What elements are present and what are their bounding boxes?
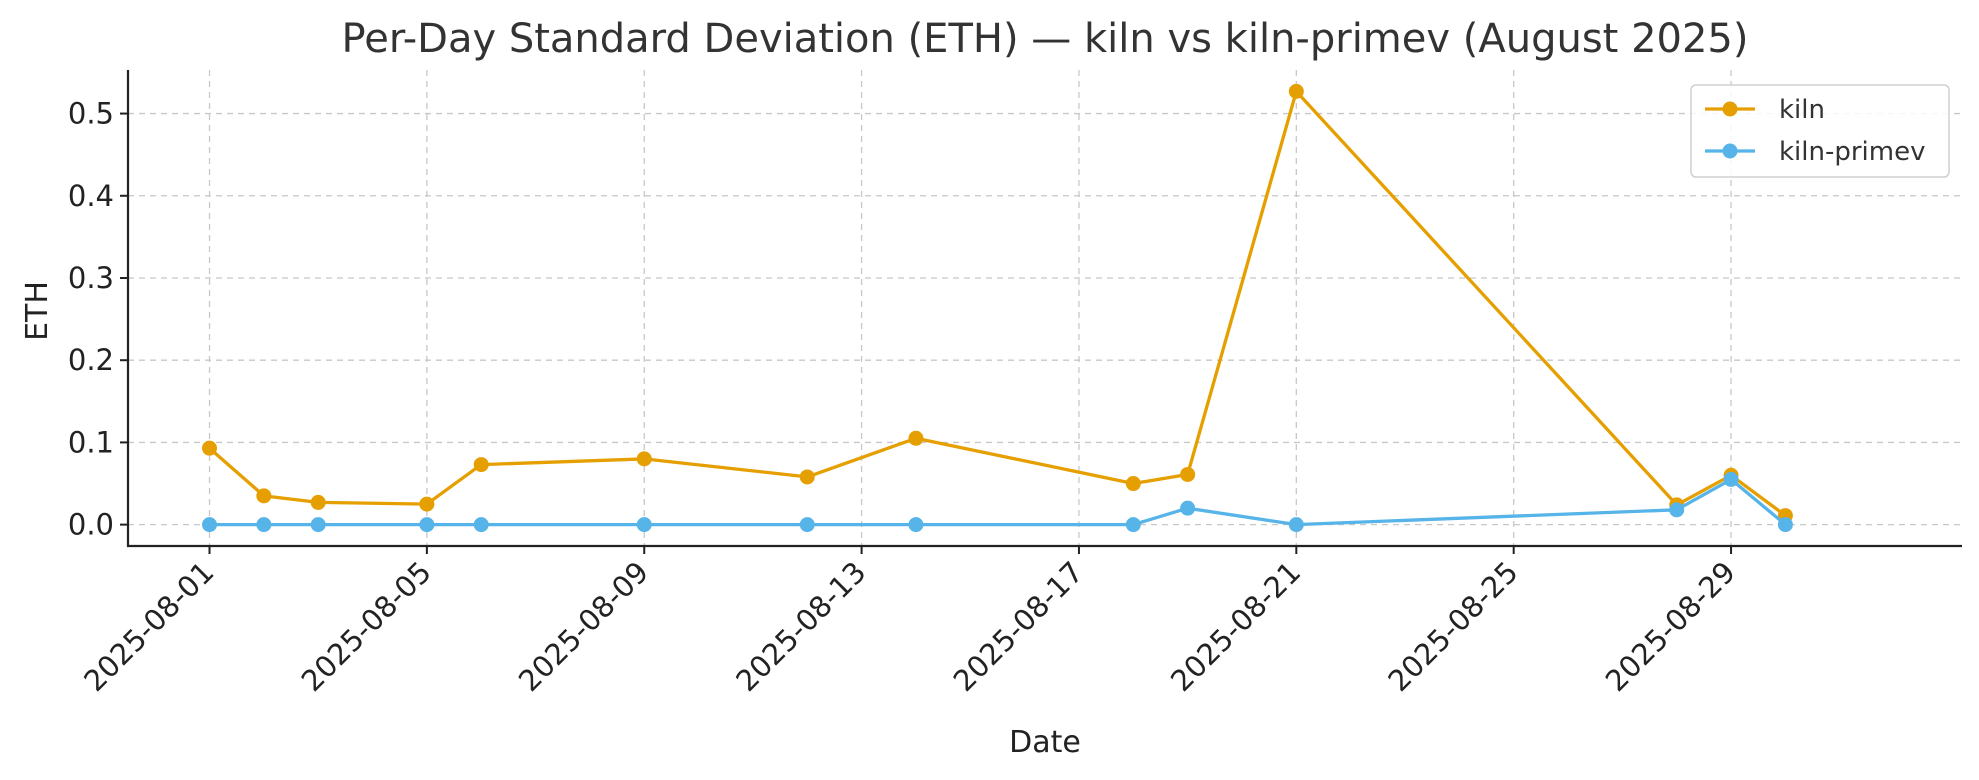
data-point-kiln-primev	[908, 517, 924, 533]
legend-label-kiln: kiln	[1779, 95, 1825, 125]
data-point-kiln-primev	[636, 517, 652, 533]
y-tick-label: 0.5	[68, 97, 114, 131]
data-point-kiln	[1180, 466, 1196, 482]
y-tick-label: 0.1	[68, 425, 114, 459]
data-point-kiln-primev	[1288, 517, 1304, 533]
y-tick-label: 0.0	[68, 508, 114, 542]
data-point-kiln	[419, 496, 435, 512]
legend-box	[1690, 84, 1950, 178]
x-tick-label: 2025-08-29	[1599, 555, 1742, 698]
x-tick-label: 2025-08-05	[295, 555, 438, 698]
x-tick-label: 2025-08-17	[947, 555, 1090, 698]
data-point-kiln	[908, 430, 924, 446]
series-kiln-primev	[202, 471, 1793, 533]
series-lines	[202, 83, 1793, 533]
x-tick-label: 2025-08-09	[512, 555, 655, 698]
data-point-kiln-primev	[419, 517, 435, 533]
x-tick-label: 2025-08-25	[1381, 555, 1524, 698]
legend-marker-kiln-primev	[1722, 143, 1738, 159]
data-point-kiln	[256, 488, 272, 504]
data-point-kiln-primev	[256, 517, 272, 533]
data-point-kiln-primev	[202, 517, 218, 533]
data-point-kiln	[1288, 83, 1304, 99]
data-point-kiln-primev	[1777, 517, 1793, 533]
grid	[128, 70, 1962, 546]
y-axis-label: ETH	[20, 281, 55, 341]
x-tick-label: 2025-08-01	[77, 555, 220, 698]
x-axis-label: Date	[1009, 725, 1081, 760]
series-line-kiln	[208, 89, 1787, 517]
series-kiln	[202, 83, 1793, 524]
data-point-kiln	[799, 469, 815, 485]
axes	[120, 70, 1962, 554]
tick-labels: 2025-08-01 2025-08-05 2025-08-09 2025-08-13…	[68, 97, 1742, 699]
x-tick-label: 2025-08-13	[729, 555, 872, 698]
data-point-kiln-primev	[1669, 502, 1685, 518]
data-point-kiln-primev	[799, 517, 815, 533]
data-point-kiln-primev	[1723, 471, 1739, 487]
data-point-kiln-primev	[310, 517, 326, 533]
data-point-kiln	[636, 451, 652, 467]
data-point-kiln-primev	[473, 517, 489, 533]
y-tick-label: 0.4	[68, 179, 114, 213]
legend: kiln kiln-primev	[1690, 84, 1950, 178]
data-point-kiln-primev	[1125, 517, 1141, 533]
data-point-kiln	[202, 440, 218, 456]
series-line-kiln-primev	[209, 477, 1787, 527]
y-tick-label: 0.2	[68, 343, 114, 377]
data-point-kiln-primev	[1180, 500, 1196, 516]
legend-label-kiln-primev: kiln-primev	[1779, 137, 1926, 167]
chart-title: Per-Day Standard Deviation (ETH) — kiln …	[342, 16, 1749, 62]
data-point-kiln	[473, 457, 489, 473]
legend-marker-kiln	[1722, 101, 1738, 117]
y-tick-label: 0.3	[68, 261, 114, 295]
data-point-kiln	[1125, 476, 1141, 492]
x-tick-label: 2025-08-21	[1164, 555, 1307, 698]
data-point-kiln	[310, 494, 326, 510]
